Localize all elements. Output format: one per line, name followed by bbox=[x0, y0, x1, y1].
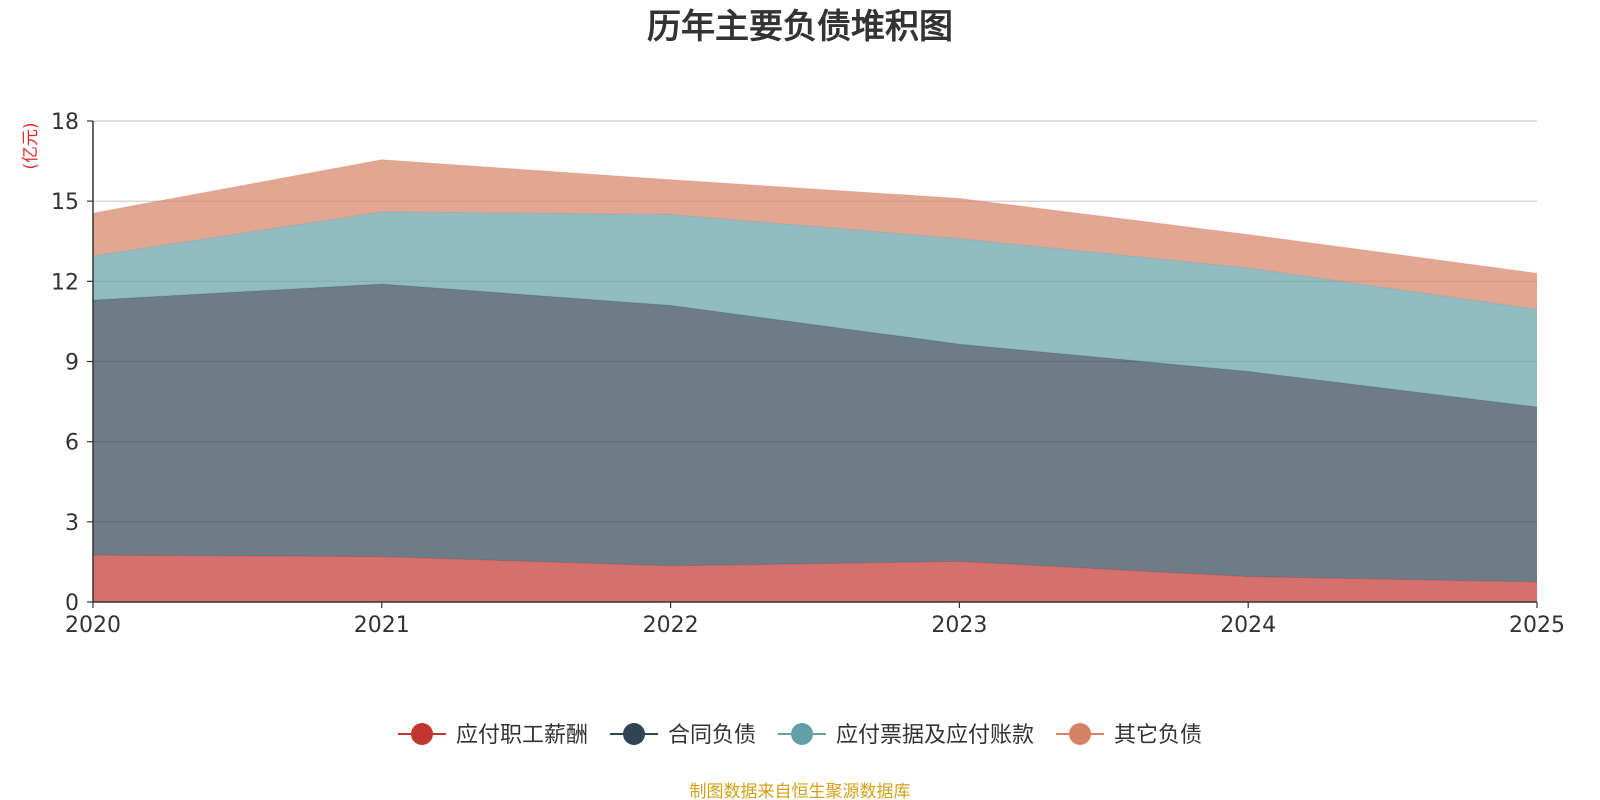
legend: 应付职工薪酬 合同负债 应付票据及应付账款 其它负债 bbox=[397, 723, 1202, 748]
legend-marker bbox=[622, 723, 645, 745]
legend-label: 合同负债 bbox=[668, 723, 756, 748]
x-tick-label: 2024 bbox=[1220, 613, 1276, 638]
y-tick-label: 18 bbox=[51, 110, 79, 135]
x-tick-label: 2023 bbox=[931, 613, 987, 638]
legend-item[interactable]: 应付票据及应付账款 bbox=[778, 723, 1034, 748]
legend-marker bbox=[1069, 723, 1092, 745]
data-source-note: 制图数据来自恒生聚源数据库 bbox=[690, 782, 911, 800]
y-tick-label: 9 bbox=[65, 351, 79, 376]
chart-title: 历年主要负债堆积图 bbox=[647, 7, 953, 47]
x-tick-label: 2020 bbox=[65, 613, 121, 638]
x-tick-label: 2025 bbox=[1509, 613, 1565, 638]
y-tick-label: 15 bbox=[51, 190, 79, 215]
area-series-0 bbox=[93, 555, 1537, 602]
y-tick-label: 6 bbox=[65, 431, 79, 456]
y-axis-unit-label: (亿元) bbox=[21, 122, 41, 169]
x-tick-label: 2021 bbox=[354, 613, 410, 638]
area-series-1 bbox=[93, 284, 1537, 582]
legend-item[interactable]: 合同负债 bbox=[609, 723, 756, 748]
legend-label: 应付票据及应付账款 bbox=[836, 723, 1034, 748]
legend-label: 其它负债 bbox=[1114, 723, 1202, 748]
area-series-3 bbox=[93, 159, 1537, 310]
area-series-3-edge bbox=[92, 159, 1538, 274]
tick-labels: 0 3 6 9 12 15 18 2020 2021 2022 2023 2024 2025 bbox=[51, 110, 1565, 638]
y-tick-label: 3 bbox=[65, 511, 79, 536]
y-tick-label: 12 bbox=[51, 270, 79, 295]
legend-label: 应付职工薪酬 bbox=[456, 723, 588, 748]
legend-marker bbox=[410, 723, 433, 745]
legend-item[interactable]: 应付职工薪酬 bbox=[397, 723, 588, 748]
area-series bbox=[92, 159, 1538, 602]
y-tick-label: 0 bbox=[65, 591, 79, 616]
legend-item[interactable]: 其它负债 bbox=[1056, 723, 1202, 748]
area-series-2 bbox=[93, 211, 1537, 407]
legend-marker bbox=[791, 723, 813, 745]
x-tick-label: 2022 bbox=[643, 613, 699, 638]
